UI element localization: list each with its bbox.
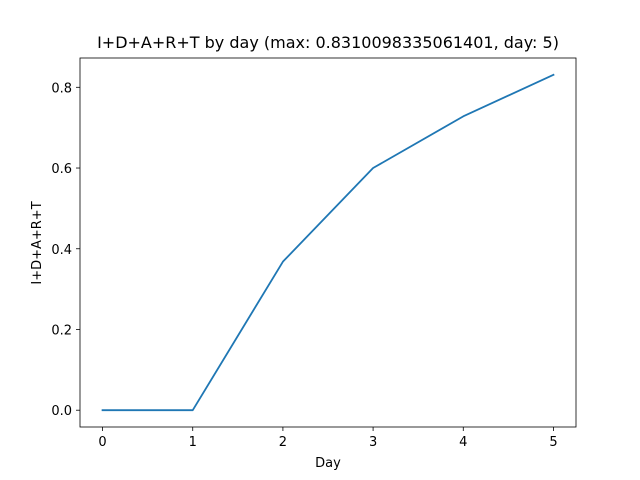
x-tick-label: 2 [279,435,287,450]
x-tick-label: 3 [369,435,377,450]
x-tick-label: 1 [189,435,197,450]
x-axis-label: Day [315,456,341,471]
plot-area [79,57,577,428]
y-tick-label: 0.0 [51,404,72,419]
y-tick-label: 0.2 [51,323,72,338]
y-tick-label: 0.6 [51,162,72,177]
series-layer [101,73,555,412]
chart-title: I+D+A+R+T by day (max: 0.831009833506140… [97,33,559,52]
plot-frame [79,57,577,428]
y-tick-label: 0.4 [51,243,72,258]
y-axis-label: I+D+A+R+T [30,201,45,284]
y-tick-label: 0.8 [51,81,72,96]
x-tick-label: 4 [459,435,467,450]
x-tick-label: 0 [98,435,106,450]
x-tick-label: 5 [549,435,557,450]
x-axis: 0 1 2 3 4 5 [98,427,558,450]
y-axis: 0.0 0.2 0.4 0.6 0.8 [51,81,80,419]
series-line [101,73,555,412]
